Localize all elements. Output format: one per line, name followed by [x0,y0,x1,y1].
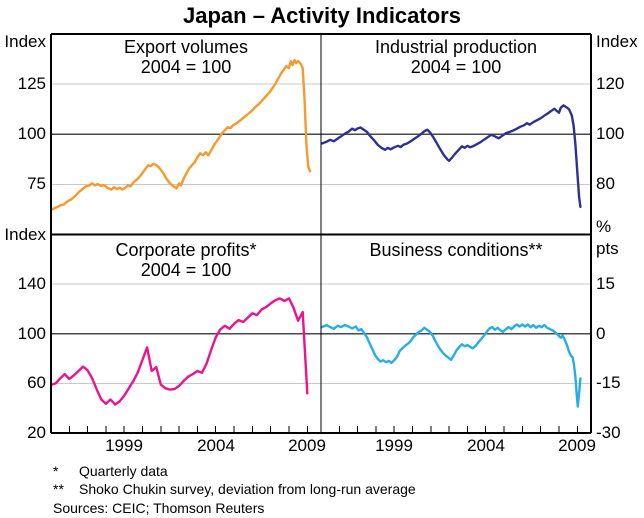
series-top-right [320,104,582,209]
chart-title: Japan – Activity Indicators [183,3,461,28]
panel-title-corporate-profits: Corporate profits* [115,240,257,260]
y-tick-label: 100 [596,124,625,143]
y-tick-label: 120 [596,74,625,93]
panel-subtitle-corporate-profits: 2004 = 100 [140,260,232,280]
y-axis-unit-top-left: Index [4,32,46,51]
panel-title-business-conditions: Business conditions** [369,240,543,260]
panel-subtitle-export-volumes: 2004 = 100 [140,57,232,77]
y-tick-label: 20 [27,423,46,442]
y-tick-label: 100 [17,324,46,343]
y-tick-label: -30 [596,423,621,442]
series-bottom-left [50,297,309,406]
panel-subtitle-industrial-production: 2004 = 100 [410,57,502,77]
sources-text: Sources: CEIC; Thomson Reuters [53,500,265,516]
panel-title-export-volumes: Export volumes [123,37,249,57]
y-tick-label: 100 [17,124,46,143]
y-tick-label: 75 [27,174,46,193]
y-tick-label: 125 [17,74,46,93]
y-tick-label: 0 [596,324,606,343]
footnote-text: Quarterly data [79,463,168,479]
panel-title-industrial-production: Industrial production [374,37,538,57]
y-axis-unit-bottom-right-pts: pts [596,239,619,258]
y-axis-unit-bottom-left: Index [4,225,46,244]
x-tick-label: 1999 [375,436,413,455]
x-tick-label: 2009 [558,436,596,455]
series-top-left [50,58,312,211]
y-axis-unit-top-right: Index [596,32,638,51]
footnote-text: Shoko Chukin survey, deviation from long… [79,481,416,497]
y-tick-label: 140 [17,274,46,293]
x-tick-label: 1999 [105,436,143,455]
footnote-marker: * [53,463,59,479]
x-tick-label: 2009 [288,436,326,455]
series-bottom-right [320,323,582,408]
y-tick-label: 15 [596,274,615,293]
y-axis-unit-bottom-right-pct: % [596,217,612,236]
footnote-marker: ** [53,481,64,497]
y-tick-label: 80 [596,174,615,193]
y-tick-label: -15 [596,373,621,392]
x-tick-label: 2004 [197,436,235,455]
x-tick-label: 2004 [467,436,505,455]
y-tick-label: 60 [27,373,46,392]
